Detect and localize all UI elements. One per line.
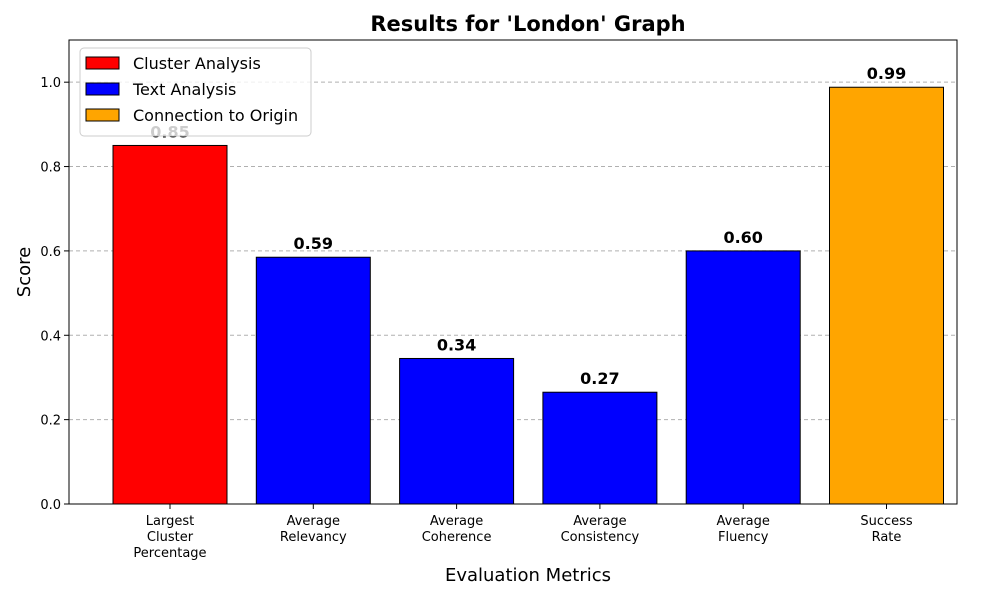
y-tick-label: 0.8 bbox=[40, 161, 61, 176]
bar-value-labels: 0.850.590.340.270.600.99 bbox=[150, 64, 906, 388]
x-tick-label-line: Average bbox=[717, 514, 770, 529]
y-tick-label: 0.4 bbox=[40, 329, 61, 344]
x-tick-label-line: Rate bbox=[872, 530, 902, 545]
bars bbox=[112, 86, 944, 505]
x-tick-label-line: Relevancy bbox=[280, 530, 347, 545]
x-tick-label-line: Average bbox=[287, 514, 340, 529]
y-tick-label: 0.2 bbox=[40, 414, 61, 429]
bar-value-label: 0.27 bbox=[580, 369, 619, 388]
y-axis-ticks: 0.0 0.2 0.4 0.6 0.8 1.0 bbox=[40, 76, 69, 513]
x-tick-label-line: Largest bbox=[146, 514, 194, 529]
bar-value-label: 0.99 bbox=[867, 64, 906, 83]
x-tick-label: Average Coherence bbox=[422, 514, 492, 545]
plot-frame bbox=[68, 39, 958, 505]
y-axis-label: Score bbox=[14, 247, 35, 297]
bar bbox=[829, 86, 944, 505]
legend: Cluster Analysis Text Analysis Connection … bbox=[79, 47, 312, 137]
y-tick-label: 0.0 bbox=[40, 498, 61, 513]
x-tick-label-line: Fluency bbox=[718, 530, 769, 545]
x-tick-label: Average Relevancy bbox=[280, 514, 347, 545]
legend-label: Cluster Analysis bbox=[133, 54, 261, 73]
x-tick-label-line: Cluster bbox=[147, 530, 194, 545]
legend-label: Text Analysis bbox=[132, 80, 236, 99]
x-tick-label-line: Consistency bbox=[561, 530, 640, 545]
x-tick-label: Average Fluency bbox=[717, 514, 770, 545]
x-tick-label-line: Average bbox=[430, 514, 483, 529]
x-tick-label-line: Average bbox=[573, 514, 626, 529]
bar bbox=[112, 144, 228, 505]
legend-label: Connection to Origin bbox=[133, 106, 298, 125]
x-tick-label-line: Percentage bbox=[133, 546, 206, 561]
bar bbox=[685, 250, 801, 505]
bar bbox=[542, 391, 658, 505]
legend-swatch bbox=[85, 56, 120, 70]
x-tick-label: Largest Cluster Percentage bbox=[133, 514, 206, 561]
y-tick-label: 0.6 bbox=[40, 245, 61, 260]
chart-title: Results for 'London' Graph bbox=[370, 12, 685, 36]
bar-value-label: 0.60 bbox=[723, 228, 762, 247]
x-axis-label: Evaluation Metrics bbox=[445, 565, 611, 586]
bar bbox=[255, 256, 371, 505]
legend-swatch bbox=[85, 108, 120, 122]
bar-value-label: 0.34 bbox=[437, 335, 476, 354]
legend-box bbox=[79, 47, 312, 137]
x-tick-label-line: Success bbox=[860, 514, 913, 529]
x-tick-label: Success Rate bbox=[860, 514, 913, 545]
legend-swatch bbox=[85, 82, 120, 96]
bar-value-label: 0.59 bbox=[294, 234, 333, 253]
x-tick-label-line: Coherence bbox=[422, 530, 492, 545]
y-tick-label: 1.0 bbox=[40, 76, 61, 91]
bar bbox=[399, 357, 515, 505]
x-tick-label: Average Consistency bbox=[561, 514, 640, 545]
